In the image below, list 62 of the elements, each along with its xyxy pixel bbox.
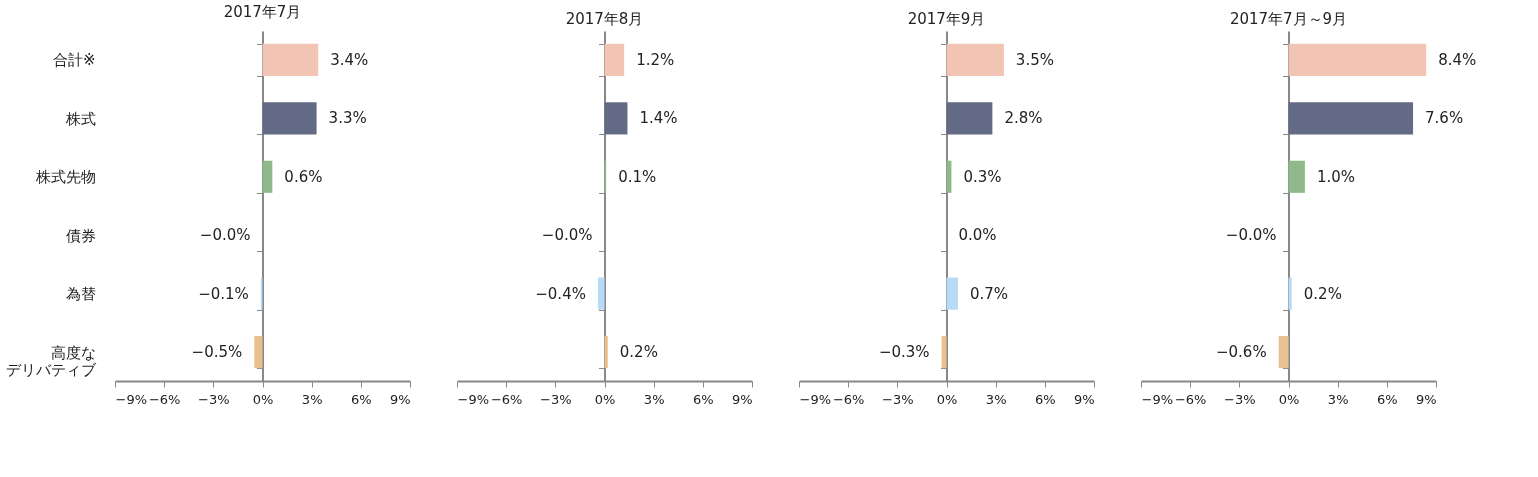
data-label: −0.6% (1215, 343, 1267, 362)
data-label: 2.8% (1004, 109, 1043, 128)
x-tick-label: −3% (198, 391, 230, 407)
data-label: −0.0% (1225, 226, 1277, 245)
x-tick-label: −9% (457, 391, 490, 407)
x-tick-label: 3% (643, 391, 665, 407)
x-tick-label: 0% (594, 391, 616, 407)
x-tick-label: 9% (1073, 391, 1095, 407)
chart-title: 2017年9月 (907, 10, 986, 28)
x-tick-label: 3% (985, 391, 1007, 407)
data-label: 0.2% (619, 343, 658, 362)
data-label: −0.0% (199, 226, 251, 245)
data-label: 1.0% (1316, 167, 1355, 186)
x-tick-label: 9% (1415, 391, 1437, 407)
data-label: −0.1% (198, 284, 249, 303)
x-tick-label: −3% (1224, 391, 1256, 407)
chart-title: 2017年7月～9月 (1229, 10, 1348, 28)
data-label: 8.4% (1438, 50, 1477, 69)
x-tick-label: −3% (540, 391, 572, 407)
y-tick-label: 為替 (65, 285, 96, 304)
x-tick-label: 0% (252, 391, 274, 407)
data-label: 0.3% (963, 167, 1002, 186)
y-tick-label: 高度なデリバティブ (5, 343, 97, 379)
x-tick-label: −6% (490, 391, 523, 407)
data-label: 0.6% (284, 167, 323, 186)
chart-title: 2017年7月 (223, 3, 302, 21)
data-label: 0.2% (1303, 284, 1342, 303)
x-tick-label: −6% (148, 391, 181, 407)
x-tick-label: 9% (731, 391, 753, 407)
x-tick-label: −9% (799, 391, 832, 407)
y-tick-label: 債券 (65, 226, 96, 245)
x-tick-label: −3% (882, 391, 914, 407)
data-label: 7.6% (1425, 109, 1464, 128)
x-tick-label: 6% (351, 391, 372, 407)
x-tick-label: 0% (1278, 391, 1300, 407)
data-label: 0.1% (618, 167, 657, 186)
x-tick-label: 9% (389, 391, 411, 407)
data-label: −0.0% (541, 226, 593, 245)
x-tick-label: 3% (301, 391, 323, 407)
data-label: 0.0% (958, 226, 997, 245)
data-label: −0.4% (535, 284, 586, 303)
data-label: 3.4% (330, 50, 369, 69)
x-tick-label: 0% (936, 391, 958, 407)
data-label: −0.5% (191, 343, 243, 362)
x-tick-label: −6% (832, 391, 865, 407)
y-tick-label: 株式 (64, 109, 96, 128)
data-label: −0.3% (878, 343, 930, 362)
chart-title: 2017年8月 (565, 10, 644, 28)
data-label: 3.3% (328, 109, 367, 128)
x-tick-label: −9% (115, 391, 148, 407)
x-tick-label: −9% (1141, 391, 1174, 407)
y-tick-label: 合計※ (52, 51, 96, 70)
x-tick-label: −6% (1174, 391, 1207, 407)
data-label: 1.4% (639, 109, 678, 128)
data-label: 0.7% (969, 284, 1009, 303)
x-tick-label: 6% (693, 391, 714, 407)
data-label: 1.2% (636, 50, 675, 69)
y-tick-label: 株式先物 (34, 168, 96, 187)
data-label: 3.5% (1015, 50, 1054, 69)
x-tick-label: 6% (1035, 391, 1056, 407)
x-tick-label: 6% (1377, 391, 1398, 407)
x-tick-label: 3% (1327, 391, 1349, 407)
